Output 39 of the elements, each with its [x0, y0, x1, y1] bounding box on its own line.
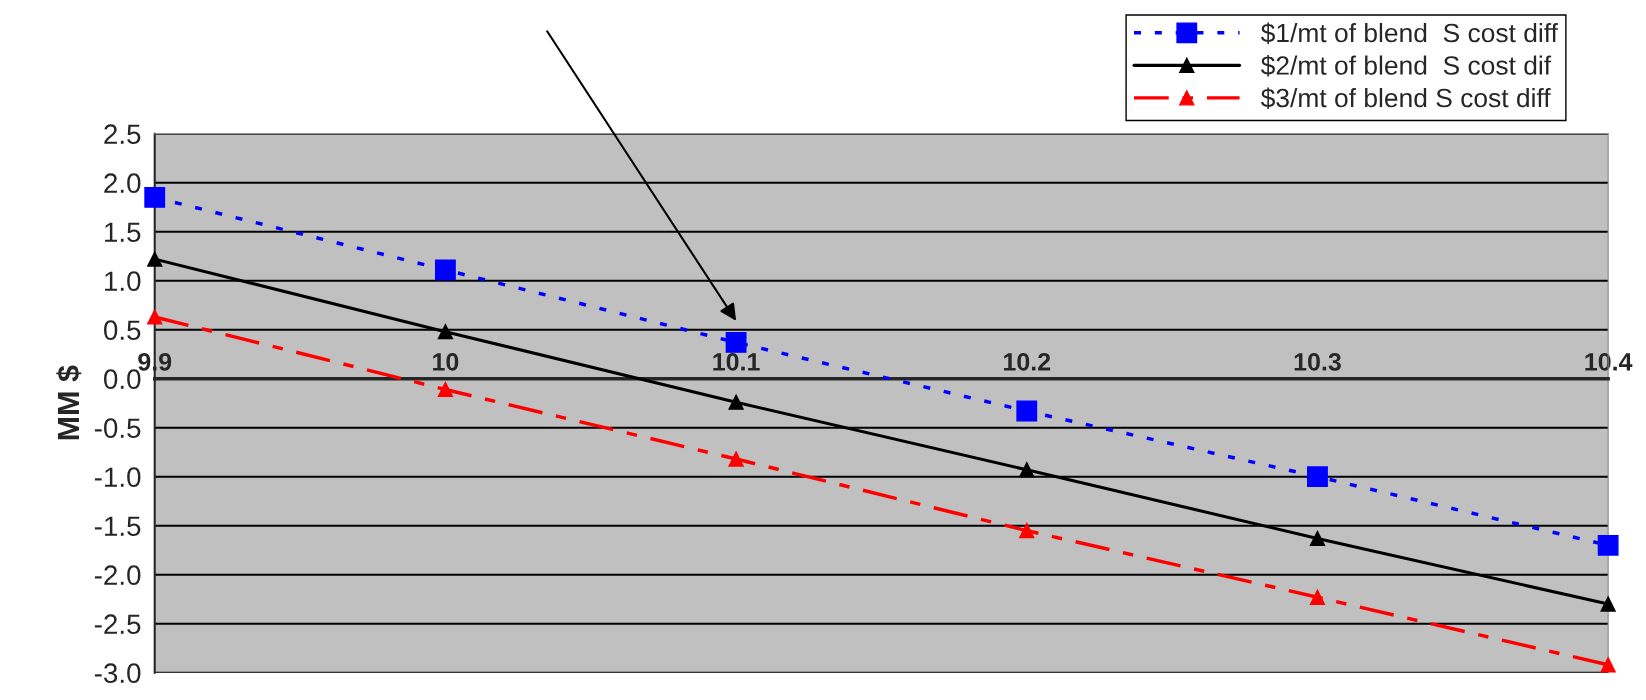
point: [437, 324, 454, 340]
x-tick-label: 10: [433, 352, 459, 371]
y-tick-label: -3.0: [94, 663, 141, 684]
y-tick-label: -2.0: [94, 565, 141, 586]
x-tick-label: 10.4: [1585, 352, 1633, 371]
legend-label: $2/mt of blend S cost dif: [1260, 55, 1552, 77]
x-tick-label: 10.3: [1294, 352, 1341, 371]
y-tick-label: 2.5: [104, 124, 141, 145]
point: [1019, 462, 1035, 478]
point: [1600, 596, 1616, 612]
y-tick-label: 0.5: [104, 320, 141, 341]
y-tick-label: -1.5: [94, 516, 141, 537]
point: [728, 451, 744, 467]
y-tick-label: -1.0: [94, 467, 141, 488]
point: [1016, 400, 1038, 422]
y-tick-label: -2.5: [94, 614, 141, 635]
point: [1600, 657, 1616, 673]
point: [434, 259, 456, 281]
point: [147, 309, 163, 325]
point: [725, 332, 747, 353]
legend-label: $1/mt of blend S cost diff: [1260, 22, 1559, 44]
x-tick-label: 10.1: [713, 352, 760, 371]
point: [1307, 466, 1328, 488]
point: [1309, 589, 1326, 605]
point: [147, 251, 163, 267]
legend-label: $3/mt of blend S cost diff: [1260, 87, 1551, 109]
y-tick-label: 1.0: [105, 271, 141, 292]
point: [1597, 534, 1619, 556]
point: [1019, 522, 1035, 539]
y-tick-label: -0.5: [94, 418, 141, 439]
y-tick-label: 0.0: [104, 369, 141, 390]
y-tick-label: 2.0: [104, 173, 141, 194]
point: [144, 186, 166, 208]
point: [1309, 530, 1326, 547]
y-axis-title: MM $: [56, 365, 82, 440]
y-tick-label: 1.5: [105, 222, 141, 243]
point: [728, 394, 744, 410]
point: [437, 381, 454, 398]
x-tick-label: 10.2: [1004, 352, 1051, 371]
